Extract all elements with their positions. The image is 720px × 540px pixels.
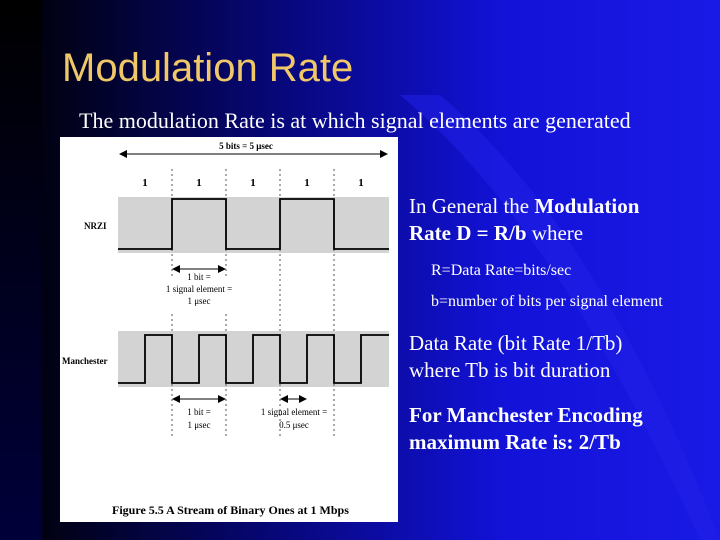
bit-label: 1 (196, 177, 202, 189)
top-span-label: 5 bits = 5 μsec (219, 141, 273, 151)
manchester-rate-line: maximum Rate is: 2/Tb (409, 430, 621, 454)
bit-label: 1 (304, 177, 310, 189)
manchester-waveform (118, 334, 389, 384)
general-text: In General the (409, 194, 535, 218)
bit-label: 1 (142, 177, 148, 189)
general-where: where (526, 221, 584, 245)
nrzi-waveform (118, 198, 389, 250)
nrzi-band (118, 197, 389, 253)
intro-text: The modulation Rate is at which signal e… (79, 108, 631, 133)
bullet-general-cont: Rate D = R/b where (409, 220, 583, 247)
general-formula: Rate D = R/b (409, 221, 527, 245)
manchester-label: Manchester (62, 356, 107, 366)
manchester-elem-annot-line: 1 signal element = (261, 407, 327, 417)
manchester-bit-annot-line: 1 μsec (187, 420, 210, 430)
bullet-general: In General the Modulation (409, 193, 639, 220)
figure-caption: Figure 5.5 A Stream of Binary Ones at 1 … (112, 503, 349, 517)
manchester-bit-annot-line: 1 bit = (187, 407, 211, 417)
left-accent-bar (0, 0, 42, 540)
general-bold: Modulation (534, 194, 640, 218)
manchester-rate-line: For Manchester Encoding (409, 403, 643, 427)
data-rate-line: Data Rate (bit Rate 1/Tb) (409, 331, 623, 355)
figure-svg: 5 bits = 5 μsec 1 1 1 1 1 NRZI Mancheste… (62, 141, 389, 517)
manchester-elem-annot-line: 0.5 μsec (279, 420, 309, 430)
nrzi-label: NRZI (84, 221, 107, 231)
bit-label: 1 (250, 177, 256, 189)
nrzi-annot-box (155, 277, 251, 311)
b-definition: b=number of bits per signal element (431, 293, 663, 310)
r-definition: R=Data Rate=bits/sec (431, 262, 572, 279)
nrzi-annot-line: 1 signal element = (166, 284, 232, 294)
page-title: Modulation Rate (62, 46, 354, 90)
data-rate-line: where Tb is bit duration (409, 358, 611, 382)
bit-label: 1 (358, 177, 364, 189)
nrzi-annot-line: 1 μsec (187, 296, 210, 306)
nrzi-annot-line: 1 bit = (187, 272, 211, 282)
modulation-figure: 5 bits = 5 μsec 1 1 1 1 1 NRZI Mancheste… (60, 137, 398, 522)
